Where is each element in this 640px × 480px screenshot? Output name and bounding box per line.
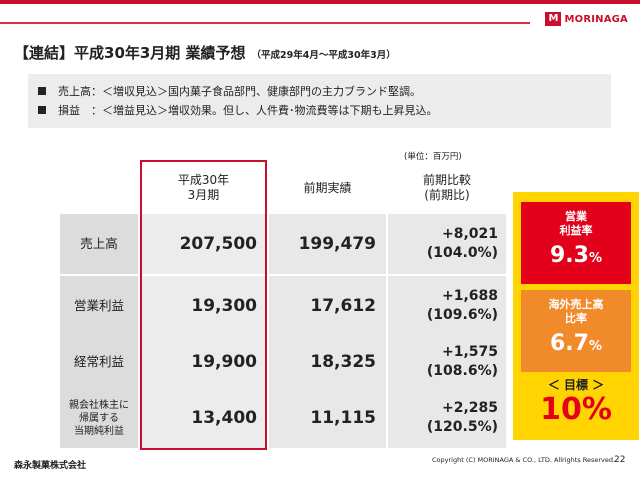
cell-diff-net-income: +2,285 (120.5%) <box>388 388 506 448</box>
row-label-sales: 売上高 <box>60 214 138 274</box>
summary-text: 売上高：＜増収見込＞国内菓子食品部門、健康部門の主力ブランド堅調。 <box>58 84 421 98</box>
cell-prev-net-income: 11,115 <box>269 388 386 448</box>
kpi-label: 海外売上高 比率 <box>548 298 604 326</box>
header-compare: 前期比較 (前期比) <box>388 162 506 214</box>
header-prev: 前期実績 <box>269 162 386 214</box>
header-rule <box>0 22 530 24</box>
cell-diff-sales: +8,021 (104.0%) <box>388 214 506 274</box>
summary-item-profit: 損益 ：＜増益見込＞増収効果。但し、人件費･物流費等は下期も上昇見込。 <box>38 100 611 119</box>
brand-mark-icon: M <box>545 12 562 26</box>
row-label-net-income: 親会社株主に 帰属する 当期純利益 <box>60 388 138 448</box>
target-value: 10% <box>540 392 612 427</box>
cell-plan-ordinary-income: 19,900 <box>140 332 267 392</box>
kpi-operating-margin: 営業 利益率 9.3% <box>521 202 631 284</box>
summary-box: 売上高：＜増収見込＞国内菓子食品部門、健康部門の主力ブランド堅調。 損益 ：＜増… <box>28 74 611 128</box>
target-label: ＜ 目標 ＞ <box>547 378 605 392</box>
kpi-overseas-ratio: 海外売上高 比率 6.7% <box>521 290 631 372</box>
page-title: 【連結】平成30年3月期 業績予想 （平成29年4月～平成30年3月） <box>14 42 396 63</box>
kpi-panel: 営業 利益率 9.3% 海外売上高 比率 6.7% ＜ 目標 ＞ 10% <box>513 192 639 440</box>
cell-diff-operating-income: +1,688 (109.6%) <box>388 276 506 336</box>
brand-name: MORINAGA <box>564 13 628 25</box>
cell-plan-net-income: 13,400 <box>140 388 267 448</box>
brand-logo: M MORINAGA <box>545 10 628 28</box>
copyright: Copyright (C) MORINAGA & CO., LTD. Allri… <box>432 456 616 464</box>
kpi-value: 9.3% <box>549 242 602 268</box>
cell-prev-operating-income: 17,612 <box>269 276 386 336</box>
title-main: 【連結】平成30年3月期 業績予想 <box>14 44 246 62</box>
kpi-label: 営業 利益率 <box>559 210 593 238</box>
square-bullet-icon <box>38 105 46 114</box>
top-accent-bar <box>0 0 640 4</box>
cell-prev-sales: 199,479 <box>269 214 386 274</box>
company-name: 森永製菓株式会社 <box>14 461 87 471</box>
summary-item-sales: 売上高：＜増収見込＞国内菓子食品部門、健康部門の主力ブランド堅調。 <box>38 81 611 100</box>
summary-text: 損益 ：＜増益見込＞増収効果。但し、人件費･物流費等は下期も上昇見込。 <box>58 103 438 117</box>
unit-label: (単位：百万円) <box>404 152 462 162</box>
cell-plan-operating-income: 19,300 <box>140 276 267 336</box>
title-period: （平成29年4月～平成30年3月） <box>251 50 396 61</box>
cell-diff-ordinary-income: +1,575 (108.6%) <box>388 332 506 392</box>
page-number: 22 <box>614 455 626 465</box>
row-label-ordinary-income: 経常利益 <box>60 332 138 392</box>
header-plan: 平成30年 3月期 <box>142 162 265 214</box>
cell-prev-ordinary-income: 18,325 <box>269 332 386 392</box>
kpi-value: 6.7% <box>549 330 602 356</box>
row-label-operating-income: 営業利益 <box>60 276 138 336</box>
square-bullet-icon <box>38 86 46 95</box>
cell-plan-sales: 207,500 <box>140 214 267 274</box>
